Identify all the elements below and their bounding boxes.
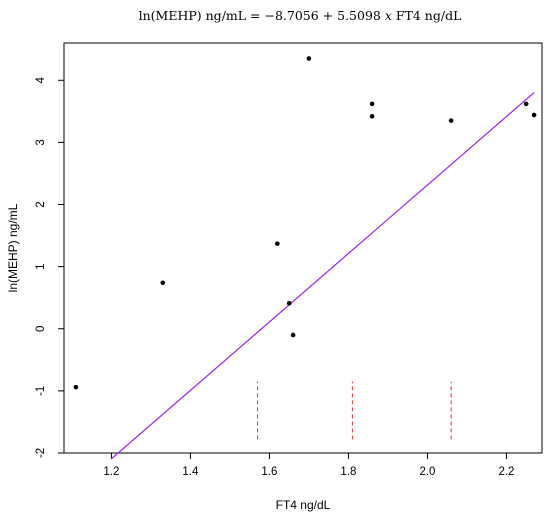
y-tick-label: 1 [35, 263, 47, 269]
data-point [160, 280, 166, 286]
y-tick-label: 0 [35, 326, 47, 332]
x-axis-label: FT4 ng/dL [276, 498, 331, 512]
y-tick-label: 3 [35, 139, 47, 145]
data-point [286, 300, 292, 306]
data-point [306, 56, 312, 61]
chart-title: ln(MEHP) ng/mL = −8.7056 + 5.5098 x FT4 … [139, 8, 462, 23]
x-tick-label: 1.8 [340, 466, 356, 478]
y-tick-label: -1 [35, 386, 47, 396]
vertical-markers [257, 381, 452, 440]
data-point [369, 114, 375, 119]
data-point [531, 112, 537, 118]
x-tick-label: 2.2 [498, 466, 514, 478]
regression-line-group [111, 92, 535, 460]
x-tick-label: 1.6 [261, 466, 277, 478]
data-point [369, 101, 375, 107]
y-tick-label: 4 [35, 76, 47, 83]
data-point [73, 384, 79, 390]
data-point [275, 241, 280, 246]
y-tick-label: 2 [35, 201, 47, 207]
plot-frame [63, 42, 543, 454]
x-tick-label: 1.4 [182, 466, 199, 478]
y-axis: -2 -1 0 1 2 3 4 [35, 76, 64, 458]
regression-line [111, 92, 535, 460]
x-axis: 1.2 1.4 1.6 1.8 2.0 2.2 [103, 453, 514, 478]
data-point [448, 118, 454, 123]
data-points [73, 56, 537, 390]
data-point [523, 101, 529, 107]
data-point [290, 332, 296, 338]
x-tick-label: 2.0 [419, 466, 435, 478]
y-tick-label: -2 [35, 448, 47, 458]
x-tick-label: 1.2 [103, 466, 119, 478]
y-axis-label: ln(MEHP) ng/mL [6, 203, 20, 292]
